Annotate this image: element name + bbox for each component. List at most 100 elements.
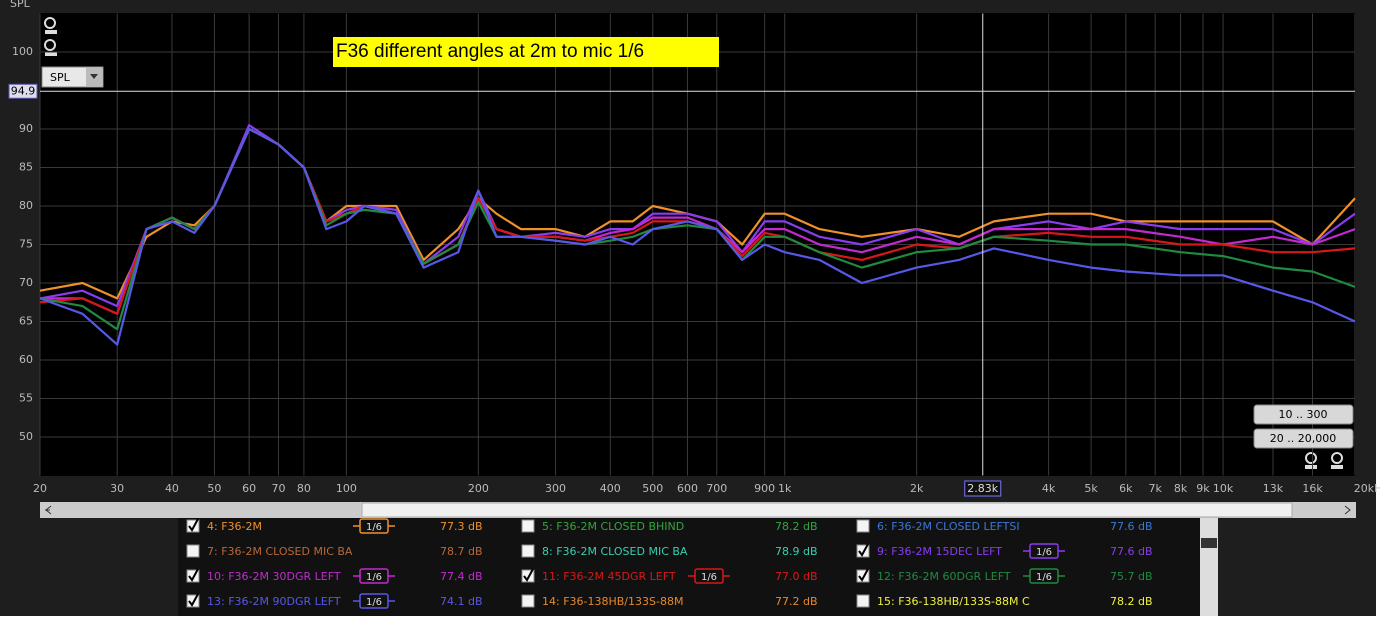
x-tick-label: 200 [468, 482, 489, 495]
x-tick-label: 4k [1042, 482, 1056, 495]
scroll-right[interactable] [1344, 505, 1351, 515]
measurement-value: 77.2 dB [775, 595, 818, 608]
check-mark [858, 543, 869, 557]
y-axis-label: SPL [10, 0, 31, 10]
smoothing-badge[interactable] [694, 568, 724, 584]
check-mark [188, 568, 199, 582]
range-button[interactable] [1253, 404, 1354, 425]
x-tick-label: 700 [706, 482, 727, 495]
measurement-value: 77.6 dB [1110, 545, 1153, 558]
chart-title: F36 different angles at 2m to mic 1/6 [336, 41, 644, 62]
measurement-name[interactable]: 7: F36-2M CLOSED MIC BA [207, 545, 353, 558]
x-tick-label: 60 [242, 482, 256, 495]
range-button[interactable] [1253, 428, 1354, 449]
x-tick-label: 300 [545, 482, 566, 495]
measurement-value: 77.0 dB [775, 570, 818, 583]
title-bg [333, 37, 719, 67]
x-tick-label: 6k [1119, 482, 1133, 495]
x-tick-label: 400 [600, 482, 621, 495]
legend-panel [178, 518, 1218, 616]
measurement-name[interactable]: 14: F36-138HB/133S-88M [542, 595, 683, 608]
scroll-left[interactable] [45, 505, 52, 515]
y-tick-label: 100 [12, 45, 33, 58]
checkbox[interactable] [186, 544, 200, 558]
measurement-name[interactable]: 12: F36-2M 60DGR LEFT [877, 570, 1011, 583]
cursor-x-label: 2.83k [967, 482, 998, 495]
measurement-name[interactable]: 13: F36-2M 90DGR LEFT [207, 595, 341, 608]
x-tick-label: 500 [642, 482, 663, 495]
y-tick-label: 65 [19, 315, 33, 328]
scroll-thumb[interactable] [361, 502, 1293, 518]
smoothing-badge[interactable] [359, 568, 389, 584]
measurement-name[interactable]: 8: F36-2M CLOSED MIC BA [542, 545, 688, 558]
dropdown-label: SPL [50, 71, 71, 84]
measurement-name[interactable]: 5: F36-2M CLOSED BHIND [542, 520, 684, 533]
x-tick-label: 20 [33, 482, 47, 495]
check-mark [188, 518, 199, 532]
checkbox[interactable] [856, 594, 870, 608]
smoothing-badge[interactable] [359, 518, 389, 534]
x-tick-label: 9k [1196, 482, 1210, 495]
x-tick-label: 16k [1302, 482, 1323, 495]
range-button-label: 10 .. 300 [1279, 408, 1328, 421]
checkbox[interactable] [521, 519, 535, 533]
check-mark [523, 568, 534, 582]
y-tick-label: 90 [19, 122, 33, 135]
measurement-name[interactable]: 10: F36-2M 30DGR LEFT [207, 570, 341, 583]
smoothing-badge[interactable] [1029, 568, 1059, 584]
measurement-value: 78.2 dB [775, 520, 818, 533]
measurement-value: 74.1 dB [440, 595, 483, 608]
smoothing-badge[interactable] [1029, 543, 1059, 559]
y-tick-label: 85 [19, 161, 33, 174]
x-tick-label: 20kHz [1354, 482, 1380, 495]
x-tick-label: 1k [778, 482, 792, 495]
measurement-name[interactable]: 9: F36-2M 15DEC LEFT [877, 545, 1002, 558]
legend-scrollbar[interactable] [1200, 518, 1218, 616]
checkbox[interactable] [521, 544, 535, 558]
x-tick-label: 80 [297, 482, 311, 495]
checkbox[interactable] [521, 594, 535, 608]
x-tick-label: 900 [754, 482, 775, 495]
smoothing-label: 1/6 [1036, 572, 1052, 583]
smoothing-label: 1/6 [366, 572, 382, 583]
x-tick-label: 2k [910, 482, 924, 495]
measurement-name[interactable]: 6: F36-2M CLOSED LEFTSI [877, 520, 1020, 533]
x-tick-label: 70 [271, 482, 285, 495]
overlay: 94.9 2.83k [8, 13, 1355, 497]
cursor-label-bg [964, 480, 1002, 497]
x-tick-label: 40 [165, 482, 179, 495]
y-tick-label: 70 [19, 276, 33, 289]
x-tick-label: 8k [1174, 482, 1188, 495]
y-tick-label: 50 [19, 430, 33, 443]
measurement-name[interactable]: 4: F36-2M [207, 520, 262, 533]
x-tick-label: 600 [677, 482, 698, 495]
measurement-list: 4: F36-2M 1/6 77.3 dB 5: F36-2M CLOSED BHIN… [186, 518, 1153, 609]
cursor-y-label: 94.9 [11, 84, 36, 97]
checkbox[interactable] [856, 519, 870, 533]
smoothing-label: 1/6 [366, 522, 382, 533]
y-tick-label: 80 [19, 199, 33, 212]
measurement-name[interactable]: 11: F36-2M 45DGR LEFT [542, 570, 676, 583]
cursor-label-bg [8, 83, 38, 99]
legend-scroll-thumb[interactable] [1201, 538, 1217, 548]
zoom-icons[interactable] [44, 17, 1343, 469]
grid: 50 55 60 65 70 75 80 85 90 100 20 30 40 50 60 70 80 100 20… [12, 13, 1380, 495]
check-mark [188, 593, 199, 607]
curve [39, 124, 1356, 308]
x-tick-label: 30 [110, 482, 124, 495]
x-tick-label: 10k [1213, 482, 1234, 495]
y-tick-label: 60 [19, 353, 33, 366]
smoothing-label: 1/6 [366, 597, 382, 608]
measurement-value: 78.7 dB [440, 545, 483, 558]
smoothing-badge[interactable] [359, 593, 389, 609]
curve [39, 127, 1356, 346]
measurement-value: 78.2 dB [1110, 595, 1153, 608]
curves [39, 124, 1356, 346]
x-tick-label: 100 [336, 482, 357, 495]
measurement-value: 77.6 dB [1110, 520, 1153, 533]
measurement-name[interactable]: 15: F36-138HB/133S-88M C [877, 595, 1030, 608]
measurement-value: 75.7 dB [1110, 570, 1153, 583]
smoothing-label: 1/6 [701, 572, 717, 583]
